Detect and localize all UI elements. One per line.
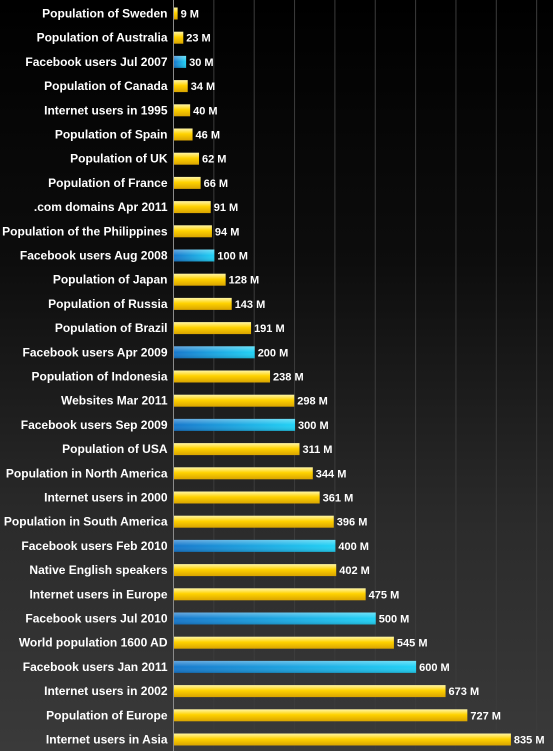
value-label: 9 M	[181, 9, 199, 21]
value-label: 191 M	[254, 323, 285, 335]
category-label: Internet users in Asia	[46, 733, 168, 747]
category-label: Facebook users Feb 2010	[21, 539, 167, 553]
bar	[174, 128, 193, 141]
bar	[174, 685, 446, 698]
bar	[174, 588, 366, 601]
value-label: 62 M	[202, 154, 226, 166]
value-label: 835 M	[514, 735, 545, 747]
bar	[174, 31, 184, 44]
category-label: Population of USA	[62, 442, 168, 456]
bar	[174, 297, 232, 310]
bar-shine	[174, 418, 296, 431]
value-label: 143 M	[235, 299, 266, 311]
category-label: Population of Canada	[44, 79, 168, 93]
bar	[174, 80, 188, 93]
category-label: Facebook users Jan 2011	[23, 660, 168, 674]
value-label: 298 M	[297, 396, 328, 408]
category-label: Population of Spain	[55, 128, 168, 142]
category-label: Internet users in 2002	[44, 684, 168, 698]
category-label: Facebook users Apr 2009	[23, 345, 168, 359]
value-labels: 9 M 23 M 30 M 34 M 40 M 46 M 62 M 66 M 91 M 94 M 1…	[181, 9, 545, 747]
bar	[174, 176, 201, 189]
bar	[174, 394, 295, 407]
value-label: 40 M	[193, 105, 217, 117]
category-label: Population of Sweden	[42, 7, 167, 21]
category-label: Facebook users Aug 2008	[20, 249, 168, 263]
bar	[174, 273, 226, 286]
value-label: 673 M	[449, 686, 480, 698]
value-label: 475 M	[369, 589, 400, 601]
category-label: Native English speakers	[29, 563, 167, 577]
category-label: Population of Europe	[46, 708, 168, 722]
category-label: Population of Japan	[53, 273, 168, 287]
category-label: Facebook users Jul 2010	[25, 612, 167, 626]
value-label: 66 M	[204, 178, 228, 190]
bar	[174, 7, 178, 20]
value-label: 34 M	[191, 81, 215, 93]
bar	[174, 201, 211, 214]
value-label: 545 M	[397, 638, 428, 650]
bar	[174, 104, 191, 117]
value-label: 361 M	[323, 493, 354, 505]
category-label: Facebook users Sep 2009	[21, 418, 168, 432]
category-label: World population 1600 AD	[19, 636, 168, 650]
bars	[174, 7, 511, 746]
value-label: 238 M	[273, 372, 304, 384]
category-label: Population of France	[48, 176, 168, 190]
bar-shine	[174, 346, 255, 359]
value-label: 46 M	[196, 130, 220, 142]
value-label: 396 M	[337, 517, 368, 529]
bar-shine	[174, 55, 187, 68]
bar	[174, 370, 271, 383]
value-label: 91 M	[214, 202, 238, 214]
category-label: Population of Australia	[37, 31, 168, 45]
category-label: Internet users in 2000	[44, 491, 168, 505]
value-label: 100 M	[217, 251, 248, 263]
bar	[174, 322, 252, 335]
bar	[174, 733, 511, 746]
bar	[174, 709, 468, 722]
category-label: Facebook users Jul 2007	[25, 55, 167, 69]
value-label: 23 M	[186, 33, 210, 45]
category-label: Internet users in 1995	[44, 103, 168, 117]
category-label: Population of Brazil	[55, 321, 168, 335]
bar-shine	[174, 660, 417, 673]
category-label: Internet users in Europe	[29, 587, 167, 601]
category-label: Population in North America	[6, 466, 168, 480]
bar-shine	[174, 249, 215, 262]
value-label: 500 M	[379, 614, 410, 626]
value-label: 128 M	[229, 275, 260, 287]
bar-shine	[174, 612, 376, 625]
bar	[174, 515, 334, 528]
value-label: 311 M	[302, 444, 332, 456]
bar	[174, 225, 212, 238]
bar	[174, 467, 313, 480]
value-label: 727 M	[470, 710, 501, 722]
category-label: Population of Indonesia	[32, 370, 168, 384]
value-label: 402 M	[339, 565, 370, 577]
value-label: 400 M	[338, 541, 369, 553]
bar	[174, 636, 394, 649]
bar-shine	[174, 539, 336, 552]
category-labels: Population of Sweden Population of Austra…	[2, 7, 168, 747]
gridlines	[173, 0, 538, 751]
bar	[174, 564, 337, 577]
bar	[174, 152, 200, 165]
category-label: Population in South America	[4, 515, 168, 529]
value-label: 300 M	[298, 420, 329, 432]
category-label: Population of UK	[70, 152, 168, 166]
value-label: 344 M	[316, 468, 347, 480]
value-label: 30 M	[189, 57, 213, 69]
category-label: Population of the Philippines	[2, 224, 168, 238]
bar	[174, 443, 300, 456]
value-label: 600 M	[419, 662, 450, 674]
value-label: 200 M	[258, 347, 289, 359]
category-label: Population of Russia	[48, 297, 168, 311]
category-label: Websites Mar 2011	[61, 394, 168, 408]
category-label: .com domains Apr 2011	[34, 200, 168, 214]
bar	[174, 491, 320, 504]
value-label: 94 M	[215, 226, 239, 238]
